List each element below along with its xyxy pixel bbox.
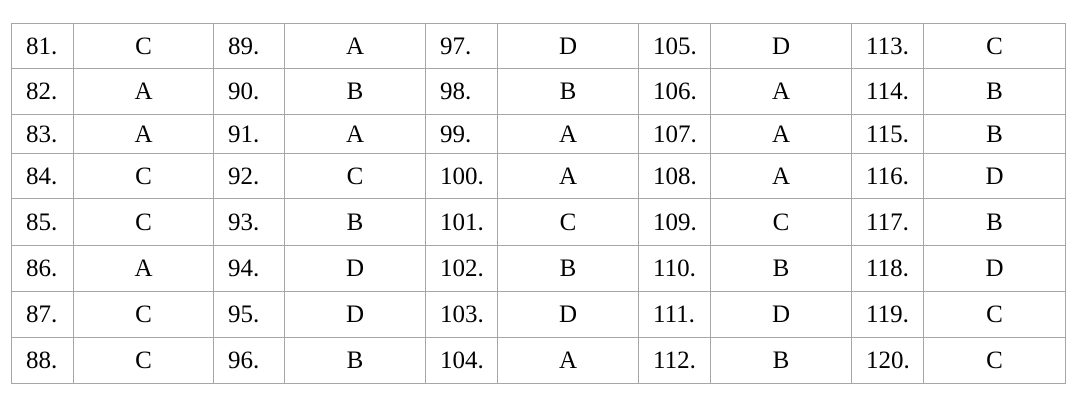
answer-letter: B	[710, 337, 852, 384]
question-number: 98.	[425, 68, 498, 115]
question-number: 120.	[851, 337, 924, 384]
question-number: 97.	[425, 23, 498, 69]
answer-letter: C	[497, 198, 639, 246]
answer-letter: C	[73, 23, 214, 69]
answer-letter: B	[497, 245, 639, 292]
table-row: 81. C 89. A 97. D 105. D 113. C	[11, 23, 1066, 69]
answer-letter: B	[497, 68, 639, 115]
answer-letter: A	[710, 114, 852, 154]
question-number: 81.	[11, 23, 74, 69]
question-number: 104.	[425, 337, 498, 384]
answer-letter: B	[923, 68, 1066, 115]
answer-letter: A	[497, 337, 639, 384]
answer-letter: A	[73, 114, 214, 154]
answer-letter: D	[710, 291, 852, 338]
answer-letter: D	[497, 291, 639, 338]
answer-letter: C	[73, 198, 214, 246]
table-row: 84. C 92. C 100. A 108. A 116. D	[11, 153, 1066, 199]
answer-letter: A	[284, 114, 426, 154]
answer-letter: B	[923, 114, 1066, 154]
question-number: 99.	[425, 114, 498, 154]
question-number: 84.	[11, 153, 74, 199]
question-number: 107.	[638, 114, 711, 154]
question-number: 85.	[11, 198, 74, 246]
answer-letter: A	[497, 114, 639, 154]
question-number: 113.	[851, 23, 924, 69]
question-number: 103.	[425, 291, 498, 338]
question-number: 114.	[851, 68, 924, 115]
answer-letter: D	[284, 245, 426, 292]
question-number: 83.	[11, 114, 74, 154]
question-number: 105.	[638, 23, 711, 69]
answer-letter: C	[73, 153, 214, 199]
answer-letter: A	[73, 245, 214, 292]
answer-letter: A	[284, 23, 426, 69]
answer-letter: C	[284, 153, 426, 199]
question-number: 95.	[213, 291, 285, 338]
table-row: 86. A 94. D 102. B 110. B 118. D	[11, 245, 1066, 292]
table-row: 85. C 93. B 101. C 109. C 117. B	[11, 198, 1066, 246]
question-number: 102.	[425, 245, 498, 292]
question-number: 93.	[213, 198, 285, 246]
answer-key-table: 81. C 89. A 97. D 105. D 113. C 82. A 90. B 98. B 106. A 1…	[11, 23, 1066, 384]
table-row: 83. A 91. A 99. A 107. A 115. B	[11, 114, 1066, 154]
answer-letter: A	[73, 68, 214, 115]
question-number: 86.	[11, 245, 74, 292]
question-number: 117.	[851, 198, 924, 246]
question-number: 94.	[213, 245, 285, 292]
question-number: 110.	[638, 245, 711, 292]
question-number: 82.	[11, 68, 74, 115]
question-number: 87.	[11, 291, 74, 338]
answer-letter: D	[710, 23, 852, 69]
question-number: 115.	[851, 114, 924, 154]
question-number: 89.	[213, 23, 285, 69]
answer-letter: C	[923, 337, 1066, 384]
table-row: 87. C 95. D 103. D 111. D 119. C	[11, 291, 1066, 338]
answer-letter: C	[923, 23, 1066, 69]
question-number: 112.	[638, 337, 711, 384]
answer-letter: C	[73, 337, 214, 384]
answer-letter: B	[710, 245, 852, 292]
question-number: 90.	[213, 68, 285, 115]
answer-letter: B	[923, 198, 1066, 246]
question-number: 100.	[425, 153, 498, 199]
question-number: 106.	[638, 68, 711, 115]
question-number: 91.	[213, 114, 285, 154]
answer-letter: D	[497, 23, 639, 69]
answer-letter: B	[284, 68, 426, 115]
question-number: 108.	[638, 153, 711, 199]
question-number: 92.	[213, 153, 285, 199]
question-number: 109.	[638, 198, 711, 246]
question-number: 111.	[638, 291, 711, 338]
answer-letter: D	[923, 153, 1066, 199]
question-number: 101.	[425, 198, 498, 246]
question-number: 119.	[851, 291, 924, 338]
answer-letter: A	[710, 153, 852, 199]
table-row: 88. C 96. B 104. A 112. B 120. C	[11, 337, 1066, 384]
question-number: 118.	[851, 245, 924, 292]
answer-letter: B	[284, 337, 426, 384]
answer-letter: D	[923, 245, 1066, 292]
question-number: 116.	[851, 153, 924, 199]
answer-letter: C	[710, 198, 852, 246]
answer-letter: B	[284, 198, 426, 246]
question-number: 88.	[11, 337, 74, 384]
answer-letter: A	[497, 153, 639, 199]
answer-letter: D	[284, 291, 426, 338]
answer-letter: C	[73, 291, 214, 338]
answer-letter: A	[710, 68, 852, 115]
table-row: 82. A 90. B 98. B 106. A 114. B	[11, 68, 1066, 115]
question-number: 96.	[213, 337, 285, 384]
answer-letter: C	[923, 291, 1066, 338]
